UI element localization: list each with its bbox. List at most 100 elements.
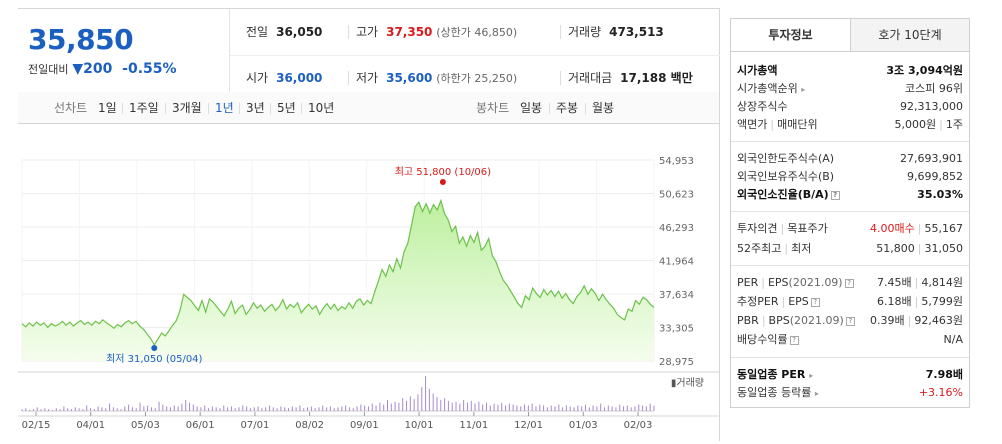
volume-label: ▮거래량 (671, 377, 704, 389)
divider (549, 103, 550, 114)
divider (239, 103, 240, 114)
x-tick-label: 04/01 (76, 420, 105, 431)
y-tick-label: 28,975 (659, 357, 694, 368)
divider (208, 103, 209, 114)
x-tick-label: 12/01 (514, 420, 543, 431)
y-tick-label: 50,623 (659, 190, 694, 201)
x-tick-label: 10/01 (405, 420, 434, 431)
candle-chart-label: 봉차트 (476, 101, 510, 115)
tab-invest-info[interactable]: 투자정보 (731, 19, 850, 51)
divider (122, 103, 123, 114)
x-tick-label: 09/01 (350, 420, 379, 431)
period-10y-button[interactable]: 10년 (308, 101, 335, 115)
period-1w-button[interactable]: 1주일 (129, 101, 159, 115)
sector-per-row: 동일업종 PER ▸ 7.98배 (737, 368, 963, 381)
period-3m-button[interactable]: 3개월 (172, 101, 202, 115)
high-price: 고가 37,350 (상한가 46,850) (356, 25, 518, 39)
period-3y-button[interactable]: 3년 (246, 101, 265, 115)
foreign-ratio-row: 외국인소진율(B/A)? 35.03% (737, 188, 963, 201)
period-5y-button[interactable]: 5년 (277, 101, 296, 115)
divider (731, 141, 969, 142)
divider (560, 71, 561, 85)
down-arrow-icon: ▼ (72, 61, 84, 77)
low-label: 최저 31,050 (05/04) (106, 353, 202, 365)
opinion-row: 투자의견 | 목표주가 4.00매수 | 55,167 (737, 222, 963, 235)
panel-tabs: 투자정보 호가 10단계 (730, 18, 970, 52)
invest-info-panel: 투자정보 호가 10단계 시가총액 3조 3,094억원 시가총액순위 ▸ 코스… (730, 18, 970, 408)
price-line (21, 198, 655, 347)
period-1y-button[interactable]: 1년 (215, 101, 234, 115)
per-row: PER | EPS(2021.09)? 7.45배 | 4,814원 (737, 276, 963, 289)
sector-change-row: 동일업종 등락률 ▸ +3.16% (737, 386, 963, 399)
y-tick-label: 46,293 (659, 223, 694, 234)
candle-monthly-button[interactable]: 월봉 (592, 101, 615, 115)
x-tick-label: 06/01 (186, 420, 215, 431)
divider (230, 55, 720, 56)
help-icon[interactable]: ? (844, 278, 854, 288)
divider (585, 103, 586, 114)
price-chart: 54,953 50,623 46,293 41,964 37,634 33,305 28,9… (18, 124, 720, 441)
help-icon[interactable]: ? (810, 297, 820, 307)
divider (348, 25, 349, 39)
line-chart-label: 선차트 (54, 101, 88, 115)
y-tick-label: 41,964 (659, 257, 694, 268)
help-icon[interactable]: ? (830, 190, 840, 200)
price-header: 35,850 전일대비 ▼200 -0.55% 전일 36,050 고가 37,35… (18, 8, 720, 101)
y-tick-label: 37,634 (659, 290, 694, 301)
market-cap-row: 시가총액 3조 3,094억원 (737, 64, 963, 77)
divider (560, 25, 561, 39)
wk52-row: 52주최고 | 최저 51,800 | 31,050 (737, 242, 963, 255)
divider (270, 103, 271, 114)
change-label: 전일대비 (28, 63, 69, 76)
x-tick-label: 05/03 (131, 420, 160, 431)
price-area (22, 200, 654, 361)
par-value-row: 액면가 | 매매단위 5,000원 | 1주 (737, 118, 963, 131)
x-tick-label: 08/02 (295, 420, 324, 431)
tab-orderbook-10[interactable]: 호가 10단계 (850, 19, 969, 51)
divider (731, 265, 969, 266)
info-arrow-icon[interactable]: ▸ (814, 389, 819, 398)
dividend-row: 배당수익률? N/A (737, 333, 963, 346)
price-change: 전일대비 ▼200 -0.55% (28, 61, 229, 77)
y-tick-label: 33,305 (659, 324, 694, 335)
x-tick-label: 01/03 (569, 420, 598, 431)
market-rank-row: 시가총액순위 ▸ 코스피 96위 (737, 82, 963, 95)
divider (731, 357, 969, 358)
divider (731, 211, 969, 212)
invest-info-body: 시가총액 3조 3,094억원 시가총액순위 ▸ 코스피 96위 상장주식수 9… (730, 52, 970, 408)
foreign-limit-row: 외국인한도주식수(A) 27,693,901 (737, 152, 963, 165)
price-box: 35,850 전일대비 ▼200 -0.55% (18, 9, 230, 101)
x-tick-label: 02/03 (624, 420, 653, 431)
low-price: 저가 35,600 (하한가 25,250) (356, 71, 518, 85)
price-chart-svg: 54,953 50,623 46,293 41,964 37,634 33,305 28,9… (18, 156, 720, 431)
help-icon[interactable]: ? (845, 316, 855, 326)
x-tick-label: 02/15 (22, 420, 51, 431)
x-tick-label: 11/01 (459, 420, 488, 431)
help-icon[interactable]: ? (789, 335, 799, 345)
open-price: 시가 36,000 (246, 71, 323, 85)
high-label: 최고 51,800 (10/06) (395, 166, 491, 178)
period-1d-button[interactable]: 1일 (98, 101, 117, 115)
change-value: 200 (83, 61, 113, 77)
x-tick-label: 07/01 (240, 420, 269, 431)
current-price: 35,850 (28, 23, 134, 56)
trade-amount: 거래대금 17,188 백만 (568, 71, 693, 85)
candle-weekly-button[interactable]: 주봉 (556, 101, 579, 115)
high-marker (439, 179, 446, 185)
low-marker (151, 344, 158, 351)
info-arrow-icon[interactable]: ▸ (801, 85, 806, 94)
est-per-row: 추정PER | EPS? 6.18배 | 5,799원 (737, 295, 963, 308)
change-percent: -0.55% (122, 61, 177, 77)
info-arrow-icon[interactable]: ▸ (809, 371, 814, 380)
summary-grid: 전일 36,050 고가 37,350 (상한가 46,850) 거래량 473,51… (230, 9, 720, 101)
divider (301, 103, 302, 114)
pbr-row: PBR | BPS(2021.09)? 0.39배 | 92,463원 (737, 314, 963, 327)
candle-daily-button[interactable]: 일봉 (520, 101, 543, 115)
period-bar: 선차트 1일 1주일 3개월 1년 3년 5년 10년 봉차트 일봉 주봉 월봉 (18, 92, 720, 124)
divider (348, 71, 349, 85)
foreign-hold-row: 외국인보유주식수(B) 9,699,852 (737, 170, 963, 183)
prev-close: 전일 36,050 (246, 25, 323, 39)
listed-shares-row: 상장주식수 92,313,000 (737, 100, 963, 113)
y-tick-label: 54,953 (659, 156, 694, 167)
